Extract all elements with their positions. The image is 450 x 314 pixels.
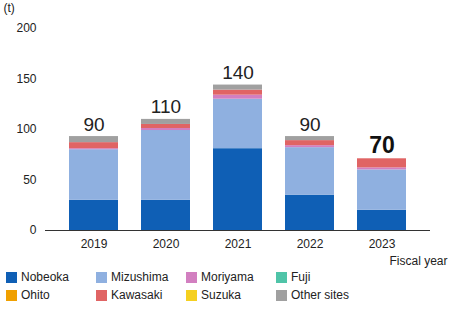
svg-text:2020: 2020 [153,237,180,251]
svg-text:2019: 2019 [81,237,108,251]
svg-text:(t): (t) [4,1,15,15]
svg-text:140: 140 [222,62,254,83]
svg-text:2022: 2022 [297,237,324,251]
svg-text:0: 0 [30,223,37,237]
svg-text:50: 50 [23,173,37,187]
html-text:Nobeoka: Nobeoka [21,270,69,284]
html-text:Kawasaki: Kawasaki [111,288,163,302]
html-text:Mizushima: Mizushima [111,270,169,284]
svg-text:90: 90 [83,114,104,135]
svg-text:Fiscal year: Fiscal year [389,254,447,268]
svg-text:2023: 2023 [369,237,396,251]
svg-text:200: 200 [16,21,36,35]
svg-text:100: 100 [16,122,36,136]
html-text:Other sites: Other sites [291,288,349,302]
html-text:Suzuka: Suzuka [201,288,241,302]
svg-text:2021: 2021 [225,237,252,251]
html-text:Fuji: Fuji [291,270,311,284]
svg-text:150: 150 [16,72,36,86]
html-text:Moriyama: Moriyama [201,270,254,284]
svg-text:90: 90 [299,114,320,135]
html-text:Ohito: Ohito [21,288,50,302]
svg-text:70: 70 [369,132,395,158]
svg-text:110: 110 [151,96,181,117]
